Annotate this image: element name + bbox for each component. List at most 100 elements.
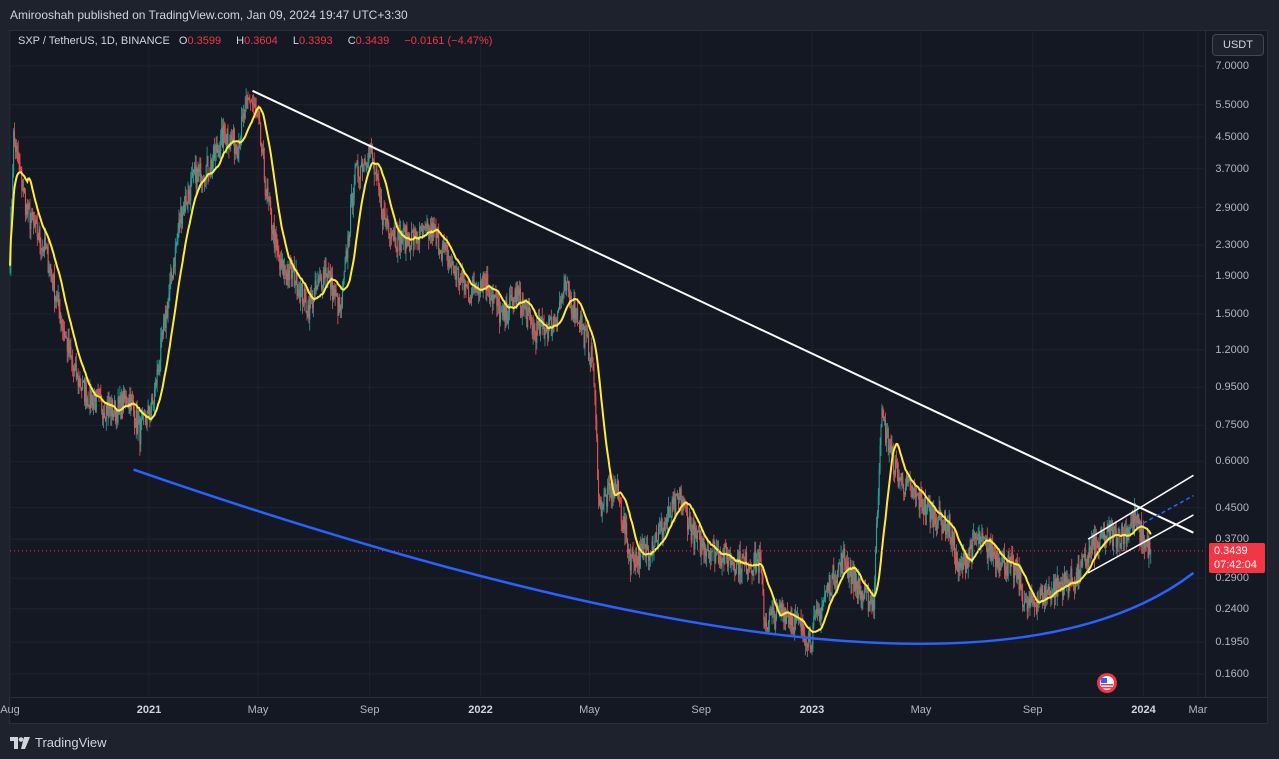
candle-body [1108,525,1110,532]
candle-body [577,309,579,323]
tradingview-logo[interactable]: TradingView [10,735,107,750]
candle-body [622,525,624,530]
currency-button[interactable]: USDT [1212,34,1264,56]
time-tick-label: 2022 [468,704,493,716]
candle-body [313,288,315,301]
candle-body [773,607,775,616]
candle-body [546,328,548,330]
candle-body [764,620,766,626]
candle-body [662,530,664,536]
candle-body [1115,530,1117,548]
candle-body [628,548,630,553]
candle-body [1014,564,1016,578]
candle-body [347,235,349,259]
candle-body [718,562,720,564]
time-tick-label: May [579,704,600,716]
candle-body [542,324,544,327]
candle-body [979,533,981,548]
candle-body [232,138,234,142]
candle-body [351,193,353,208]
candle-body [182,205,184,214]
candle-body [576,309,578,319]
candle-body [792,617,794,630]
candle-body [56,297,58,302]
candle-body [1141,521,1143,546]
candle-body [695,527,697,536]
candle-body [213,145,215,159]
candle-body [528,307,530,312]
candle-body [425,226,427,228]
candle-body [306,312,308,317]
candle-body [956,552,958,567]
candle-body [964,555,966,574]
candle-body [44,237,46,249]
time-axis-divider [9,697,1268,698]
candle-body [1027,605,1029,612]
candle-body [1098,544,1100,549]
candle-body [520,306,522,317]
candle-body [1013,560,1015,578]
candle-body [1014,564,1016,571]
candle-body [112,399,114,417]
candle-body [93,398,95,402]
candle-body [1114,526,1116,531]
candle-body [991,545,993,560]
candle-body [13,131,15,174]
us-flag-icon[interactable] [1097,673,1117,693]
candle-body [815,614,817,616]
candle-body [1083,556,1085,558]
candle-body [687,524,689,531]
candle-body [836,579,838,584]
time-tick-label: Sep [359,704,380,716]
candle-body [283,265,285,276]
candle-body [89,385,91,409]
candle-body [157,369,159,371]
candle-body [966,557,968,569]
candle-body [977,536,979,540]
candle-body [211,159,213,170]
candle-body [644,544,646,549]
candle-body [302,304,304,306]
candle-body [178,219,180,233]
candle-body [691,529,693,541]
candle-body [220,134,222,151]
symbol-name[interactable]: SXP / TetherUS, 1D, BINANCE [18,35,170,47]
candle-body [853,566,855,592]
candle-body [1086,557,1088,566]
candle-body [628,548,630,554]
candle-body [1048,586,1050,591]
candle-body [1131,522,1133,524]
candle-body [939,506,941,518]
close-label: C [347,35,356,47]
candle-body [917,493,919,498]
candle-body [993,552,995,557]
candle-body [1077,564,1079,584]
candle-body [801,618,803,631]
candle-body [1031,592,1033,600]
candle-body [898,477,900,487]
candle-body [1002,555,1004,558]
candle-body [66,337,68,352]
candle-body [341,286,343,307]
candle-body [392,234,394,240]
candle-body [1046,590,1048,594]
candle-body [587,334,589,337]
symbol-legend[interactable]: SXP / TetherUS, 1D, BINANCE O0.3599 H0.3… [18,35,498,47]
candle-body [183,205,185,212]
candle-body [485,279,487,291]
candle-body [428,228,430,239]
candle-body [905,487,907,495]
candle-body [90,385,92,406]
candle-body [163,315,165,323]
candle-body [35,219,37,222]
candle-body [715,552,717,563]
candle-body [254,103,256,108]
candle-body [697,531,699,539]
candle-body [575,318,577,320]
candle-body [596,420,598,439]
candle-body [205,165,207,182]
candle-body [881,407,883,428]
candle-body [888,446,890,452]
candle-body [162,322,164,335]
